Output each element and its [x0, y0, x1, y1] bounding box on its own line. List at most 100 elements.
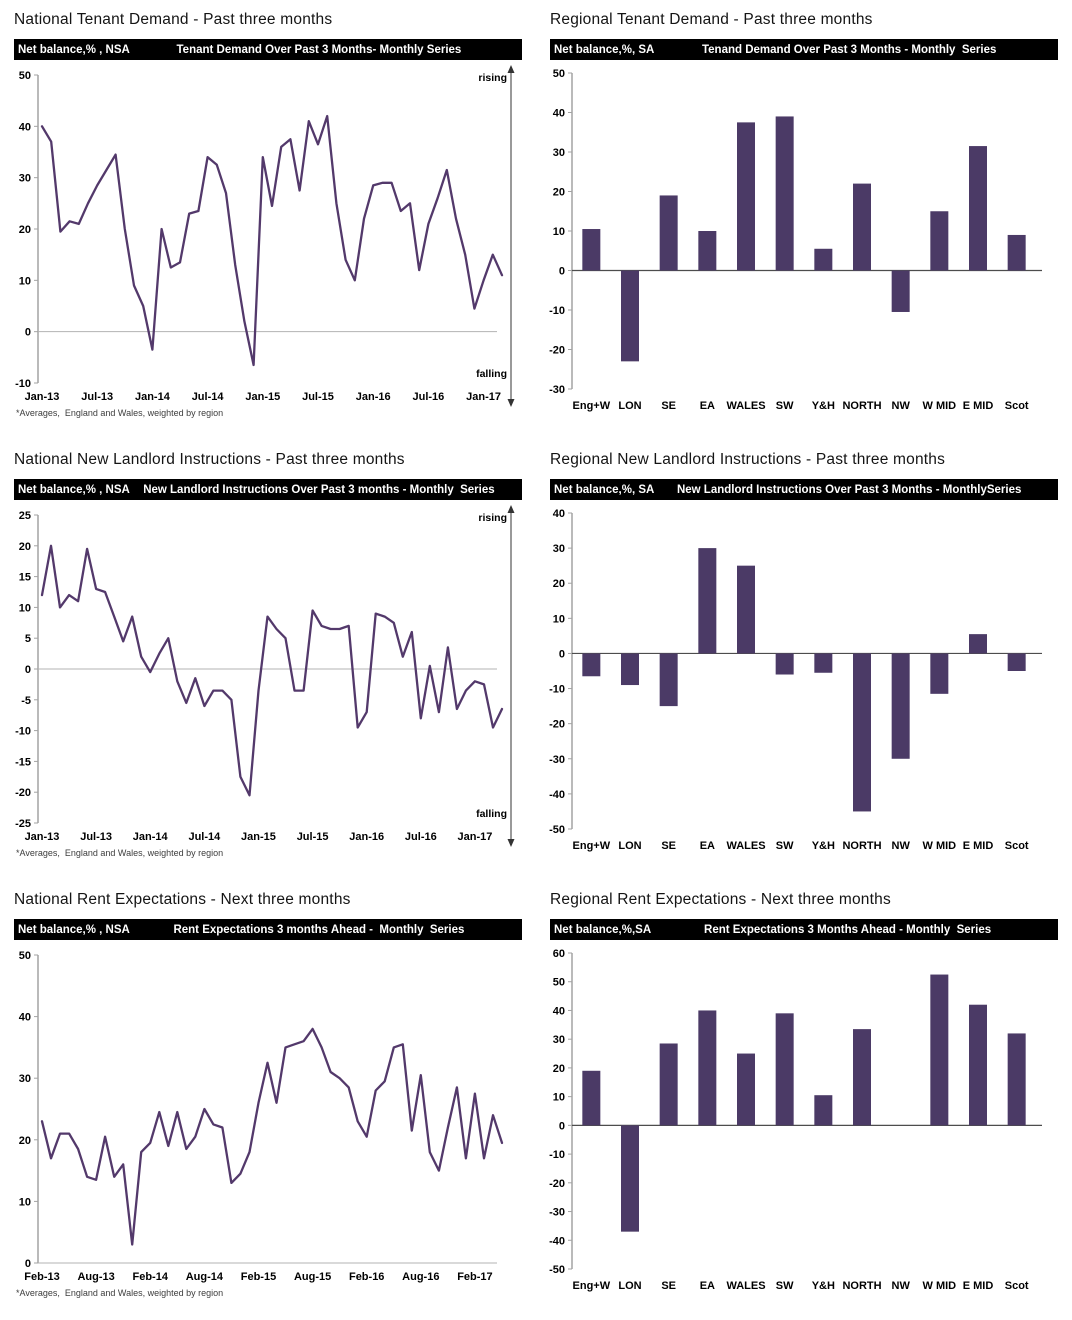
- chart-header-title: Rent Expectations 3 months Ahead - Month…: [173, 923, 465, 936]
- svg-text:LON: LON: [618, 400, 641, 412]
- national-rent-expectations-line-chart: 0 10 20 30 40 50 Feb-13 Aug-13 Feb-14 Aug-14 Feb-1…: [19, 950, 504, 1283]
- svg-text:10: 10: [553, 613, 565, 625]
- chart-units-label: Net balance,%, SA: [554, 483, 655, 496]
- chart-header: Net balance,% , NSA New Landlord Instruc…: [14, 479, 522, 500]
- chart-header-title: New Landlord Instructions Over Past 3 mo…: [143, 483, 495, 496]
- svg-text:Jul-15: Jul-15: [302, 391, 334, 403]
- svg-text:Scot: Scot: [1005, 840, 1029, 852]
- svg-text:Jan-17: Jan-17: [458, 831, 493, 843]
- svg-text:Jul-16: Jul-16: [405, 831, 437, 843]
- svg-text:falling: falling: [476, 808, 507, 820]
- panel-national-tenant-demand: National Tenant Demand - Past three mont…: [0, 0, 536, 440]
- svg-text:30: 30: [553, 1034, 565, 1046]
- svg-text:-10: -10: [15, 726, 31, 738]
- svg-text:Jul-14: Jul-14: [192, 391, 225, 403]
- svg-text:E MID: E MID: [963, 840, 994, 852]
- svg-text:30: 30: [19, 173, 31, 185]
- svg-text:Eng+W: Eng+W: [573, 1280, 611, 1292]
- svg-text:10: 10: [553, 1092, 565, 1104]
- page-title: National New Landlord Instructions - Pas…: [14, 451, 405, 468]
- svg-text:EA: EA: [700, 840, 715, 852]
- svg-text:SW: SW: [776, 400, 794, 412]
- svg-text:NORTH: NORTH: [842, 400, 881, 412]
- svg-text:-10: -10: [15, 378, 31, 390]
- svg-text:0: 0: [559, 648, 565, 660]
- svg-text:0: 0: [25, 1258, 31, 1270]
- regional-new-landlord-instructions-bar-chart: -50 -40 -30 -20 -10 0 10 20 30 40 Eng+W LON SE EA WALE…: [549, 508, 1042, 852]
- chart-footnote: *Averages, England and Wales, weighted b…: [16, 848, 224, 858]
- svg-text:0: 0: [559, 266, 565, 278]
- svg-text:40: 40: [553, 508, 565, 520]
- svg-text:SE: SE: [661, 400, 676, 412]
- chart-footnote: *Averages, England and Wales, weighted b…: [16, 1288, 224, 1298]
- svg-text:Jan-13: Jan-13: [25, 831, 60, 843]
- svg-text:NORTH: NORTH: [842, 1280, 881, 1292]
- svg-text:-50: -50: [549, 824, 565, 836]
- svg-text:Scot: Scot: [1005, 400, 1029, 412]
- svg-text:Jan-16: Jan-16: [349, 831, 384, 843]
- chart-header: Net balance,%, SA Tenand Demand Over Pas…: [550, 39, 1058, 60]
- svg-text:Jan-14: Jan-14: [133, 831, 169, 843]
- svg-text:Jul-14: Jul-14: [188, 831, 221, 843]
- svg-text:20: 20: [19, 224, 31, 236]
- chart-units-label: Net balance,%, SA: [554, 43, 655, 56]
- svg-text:0: 0: [25, 664, 31, 676]
- svg-text:40: 40: [19, 121, 31, 133]
- svg-text:EA: EA: [700, 1280, 715, 1292]
- svg-text:LON: LON: [618, 1280, 641, 1292]
- svg-text:30: 30: [19, 1073, 31, 1085]
- svg-text:Scot: Scot: [1005, 1280, 1029, 1292]
- svg-text:50: 50: [553, 68, 565, 80]
- svg-text:Jan-15: Jan-15: [245, 391, 280, 403]
- page-title: Regional Tenant Demand - Past three mont…: [550, 11, 873, 28]
- svg-text:-40: -40: [549, 789, 565, 801]
- svg-text:Jan-13: Jan-13: [25, 391, 60, 403]
- svg-text:-15: -15: [15, 756, 31, 768]
- svg-text:Aug-16: Aug-16: [402, 1271, 439, 1283]
- svg-text:-10: -10: [549, 1149, 565, 1161]
- chart-header-title: Tenand Demand Over Past 3 Months - Month…: [701, 43, 997, 56]
- chart-units-label: Net balance,% , NSA: [18, 483, 130, 496]
- svg-text:50: 50: [19, 70, 31, 82]
- svg-text:-5: -5: [21, 695, 31, 707]
- svg-text:30: 30: [553, 147, 565, 159]
- svg-text:-20: -20: [15, 787, 31, 799]
- svg-text:Jul-15: Jul-15: [297, 831, 329, 843]
- svg-text:Feb-15: Feb-15: [241, 1271, 276, 1283]
- regional-rent-expectations-bar-chart: -50 -40 -30 -20 -10 0 10 20 30 40 50 60 Eng+W LON SE EA…: [549, 948, 1042, 1292]
- svg-text:20: 20: [553, 578, 565, 590]
- svg-text:-10: -10: [549, 305, 565, 317]
- svg-text:20: 20: [19, 541, 31, 553]
- svg-text:-20: -20: [549, 345, 565, 357]
- chart-header: Net balance,%,SA Rent Expectations 3 Mon…: [550, 919, 1058, 940]
- svg-text:Aug-13: Aug-13: [77, 1271, 114, 1283]
- chart-header-title: Tenant Demand Over Past 3 Months- Monthl…: [176, 43, 462, 56]
- svg-text:NW: NW: [892, 400, 911, 412]
- svg-text:50: 50: [19, 950, 31, 962]
- chart-footnote: *Averages, England and Wales, weighted b…: [16, 408, 224, 418]
- svg-text:-50: -50: [549, 1264, 565, 1276]
- svg-text:WALES: WALES: [726, 840, 765, 852]
- svg-text:Jan-15: Jan-15: [241, 831, 276, 843]
- svg-text:NW: NW: [892, 1280, 911, 1292]
- svg-text:30: 30: [553, 543, 565, 555]
- svg-text:25: 25: [19, 510, 31, 522]
- chart-header: Net balance,%, SA New Landlord Instructi…: [550, 479, 1058, 500]
- svg-text:Feb-14: Feb-14: [133, 1271, 169, 1283]
- svg-text:40: 40: [19, 1012, 31, 1024]
- svg-text:0: 0: [25, 327, 31, 339]
- panel-regional-tenant-demand: Regional Tenant Demand - Past three mont…: [536, 0, 1072, 440]
- svg-text:40: 40: [553, 1005, 565, 1017]
- svg-text:Aug-14: Aug-14: [186, 1271, 224, 1283]
- svg-text:Jul-13: Jul-13: [81, 391, 113, 403]
- svg-text:-20: -20: [549, 1178, 565, 1190]
- svg-text:rising: rising: [478, 512, 507, 524]
- svg-text:Feb-17: Feb-17: [457, 1271, 492, 1283]
- panel-regional-rent-expectations: Regional Rent Expectations - Next three …: [536, 880, 1072, 1320]
- page-title: Regional New Landlord Instructions - Pas…: [550, 451, 946, 468]
- svg-text:NORTH: NORTH: [842, 840, 881, 852]
- svg-text:Jul-16: Jul-16: [413, 391, 445, 403]
- svg-text:-20: -20: [549, 719, 565, 731]
- svg-text:E MID: E MID: [963, 400, 994, 412]
- svg-text:-30: -30: [549, 384, 565, 396]
